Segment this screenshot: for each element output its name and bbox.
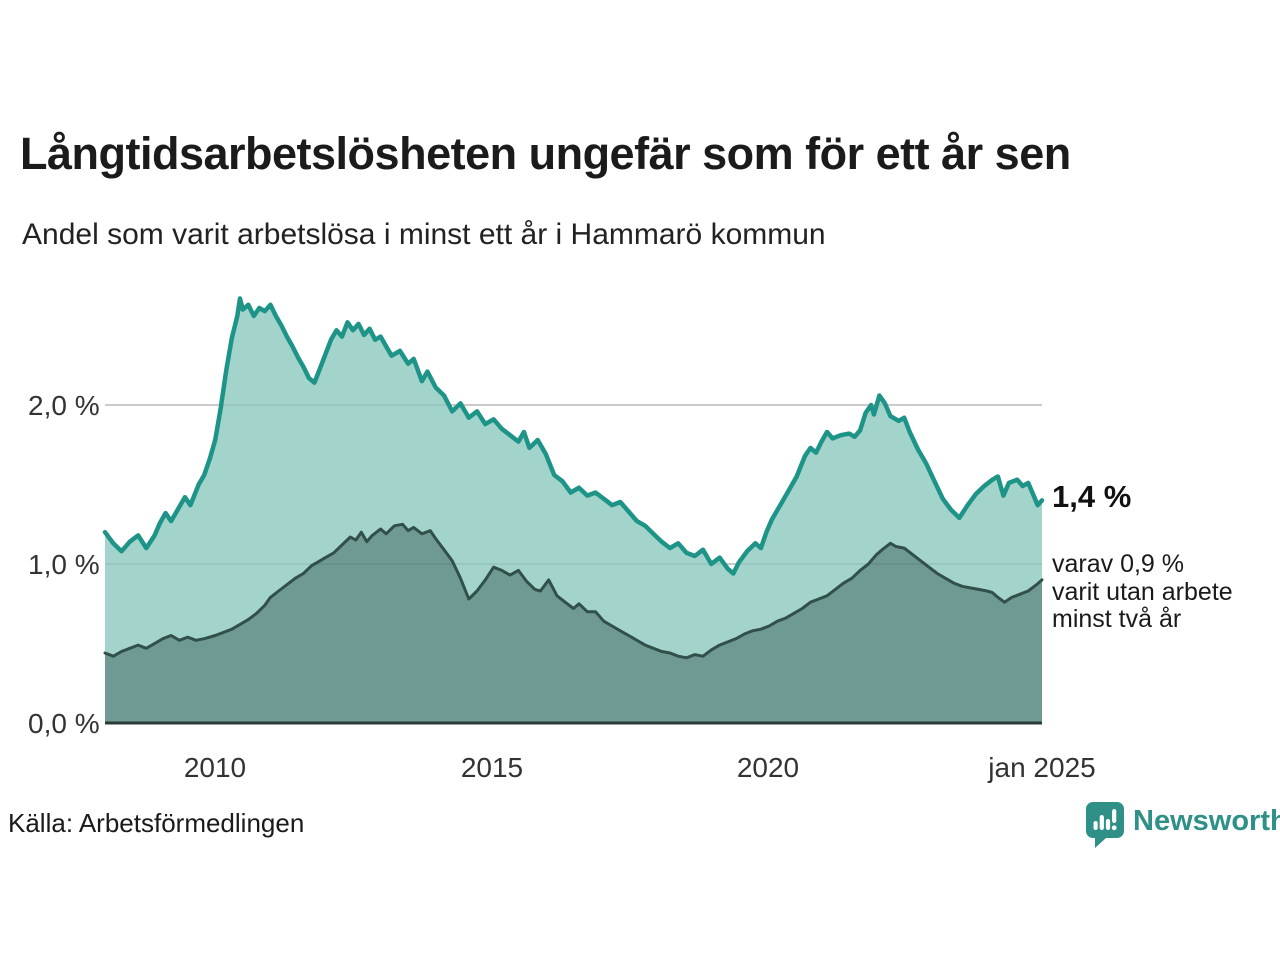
series-two-year-annotation: varav 0,9 % varit utan arbete minst två … [1052,550,1233,634]
source-credit: Källa: Arbetsförmedlingen [8,808,305,838]
chart-subtitle: Andel som varit arbetslösa i minst ett å… [22,218,826,251]
annotation-line-2: varit utan arbete [1052,577,1233,606]
page-title: Långtidsarbetslösheten ungefär som för e… [20,128,1071,179]
annotation-line-3: minst två år [1052,605,1182,633]
y-axis-tick-2: 2,0 % [28,390,100,421]
x-axis-tick-jan-2025: jan 2025 [988,752,1096,783]
y-axis-tick-0: 0,0 % [28,708,100,739]
y-axis-tick-1: 1,0 % [28,549,100,580]
annotation-line-1: varav 0,9 % [1052,550,1185,578]
newsworthy-logo: Newsworthy [1086,802,1280,849]
x-axis-tick-2015: 2015 [460,752,524,783]
latest-value-label: 1,4 % [1052,479,1132,514]
newsworthy-wordmark: Newsworthy [1133,805,1280,837]
x-axis-tick-2010: 2010 [183,752,247,783]
newsworthy-chart-bubble-icon [1086,802,1124,848]
x-axis-tick-2020: 2020 [736,752,800,783]
